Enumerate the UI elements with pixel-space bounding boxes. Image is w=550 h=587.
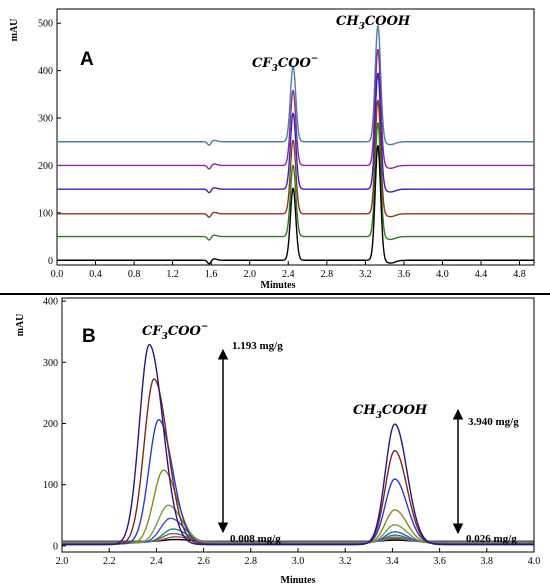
- panel-a-x-tick-label: 0.8: [128, 269, 141, 280]
- panel-a-series-line: [57, 122, 534, 241]
- panel-a-x-tick-label: 3.2: [359, 269, 372, 280]
- panel-a-x-tick-label: 2.4: [282, 269, 295, 280]
- panel-a-series-line: [57, 48, 534, 170]
- panel-a-series-line: [57, 145, 534, 265]
- panel-b-series-line: [62, 378, 534, 545]
- panel-b-x-ticks: 2.0 2.2 2.4 2.6 2.8 3.0 3.2 3.4 3.6 3.8 4.0: [56, 548, 541, 567]
- panel-b-x-tick-label: 3.0: [292, 556, 305, 567]
- panel-a-x-tick-label: 4.8: [513, 269, 526, 280]
- panel-b-y-tick-label: 200: [43, 419, 58, 430]
- panel-b-y-tick-label: 0: [53, 541, 58, 552]
- panel-a-y-tick-label: 500: [38, 19, 53, 30]
- panel-b-x-tick-label: 4.0: [528, 556, 541, 567]
- panel-b-x-tick-label: 3.8: [481, 556, 494, 567]
- panel-a-y-tick-label: 100: [38, 208, 53, 219]
- panel-b-y-tick-label: 300: [43, 358, 58, 369]
- ch3cooh-low-concentration: 0.026 mg/g: [466, 533, 517, 545]
- panel-a-series: [57, 25, 534, 265]
- panel-b-y-tick-label: 100: [43, 480, 58, 491]
- panel-b-peak-label-cf3coo: CF3COO−: [142, 322, 208, 342]
- panel-b-y-ticks: 0 100 200 300 400: [43, 297, 66, 552]
- panel-a-x-tick-label: 0.4: [89, 269, 102, 280]
- panel-a: 0 100 200 300 400 500 0.0 0.4 0.8 1.2 1.6 2.0 2.4 2.…: [9, 8, 535, 291]
- cf3coo-low-concentration: 0.008 mg/g: [230, 533, 281, 545]
- panel-b-series-line: [62, 343, 534, 546]
- panel-a-x-tick-label: 1.2: [166, 269, 179, 280]
- panel-b-series: [62, 343, 534, 546]
- panel-a-y-tick-label: 0: [48, 256, 53, 267]
- panel-b-x-tick-label: 2.8: [245, 556, 258, 567]
- panel-b-x-tick-label: 3.4: [386, 556, 399, 567]
- panel-a-x-tick-label: 3.6: [398, 269, 411, 280]
- panel-b-series-line: [62, 504, 534, 544]
- panel-a-y-ticks: 0 100 200 300 400 500: [38, 19, 61, 267]
- ch3cooh-high-concentration: 3.940 mg/g: [468, 416, 519, 428]
- panel-a-peak-label-cf3coo: CF3COO−: [252, 54, 318, 74]
- panel-b-peak-label-ch3cooh: CH3COOH: [353, 403, 428, 421]
- panel-b-x-axis-label: Minutes: [281, 575, 316, 586]
- panel-a-series-line: [57, 72, 534, 194]
- cf3coo-high-concentration: 1.193 mg/g: [232, 340, 283, 352]
- panel-a-y-axis-label: mAU: [9, 19, 20, 42]
- panel-a-y-tick-label: 400: [38, 66, 53, 77]
- panel-a-x-tick-label: 2.8: [321, 269, 334, 280]
- panel-a-x-tick-label: 1.6: [205, 269, 218, 280]
- panel-b-x-tick-label: 3.2: [339, 556, 352, 567]
- panel-b-x-tick-label: 2.4: [150, 556, 163, 567]
- panel-b-label: B: [82, 326, 96, 347]
- panel-a-series-line: [57, 25, 534, 146]
- panel-b-x-tick-label: 2.6: [197, 556, 210, 567]
- panel-a-y-tick-label: 200: [38, 161, 53, 172]
- panel-b-series-line: [62, 469, 534, 545]
- panel-b-x-tick-label: 2.2: [103, 556, 116, 567]
- panel-b-x-tick-label: 3.6: [433, 556, 446, 567]
- panel-a-series-line: [57, 99, 534, 218]
- panel-b: 0 100 200 300 400 2.0 2.2 2.4 2.6 2.8 3.0 3.2 3.4 3.…: [15, 297, 540, 586]
- panel-b-x-tick-label: 2.0: [56, 556, 69, 567]
- panel-a-x-tick-label: 4.4: [475, 269, 488, 280]
- panel-a-label: A: [80, 49, 94, 70]
- panel-a-peak-label-ch3cooh: CH3COOH: [336, 14, 411, 32]
- panel-a-x-tick-label: 0.0: [51, 269, 64, 280]
- panel-b-plot-frame: [61, 297, 535, 553]
- panel-a-plot-frame: [56, 8, 535, 266]
- panel-a-x-axis-label: Minutes: [261, 280, 296, 291]
- panel-a-x-tick-label: 4.0: [436, 269, 449, 280]
- panel-a-x-ticks: 0.0 0.4 0.8 1.2 1.6 2.0 2.4 2.8 3.2 3.6 4.0 4.4 4.8: [51, 261, 526, 280]
- panel-b-y-axis-label: mAU: [15, 314, 26, 337]
- panel-a-y-tick-label: 300: [38, 114, 53, 125]
- panel-b-y-tick-label: 400: [43, 297, 58, 308]
- panel-a-x-tick-label: 2.0: [243, 269, 256, 280]
